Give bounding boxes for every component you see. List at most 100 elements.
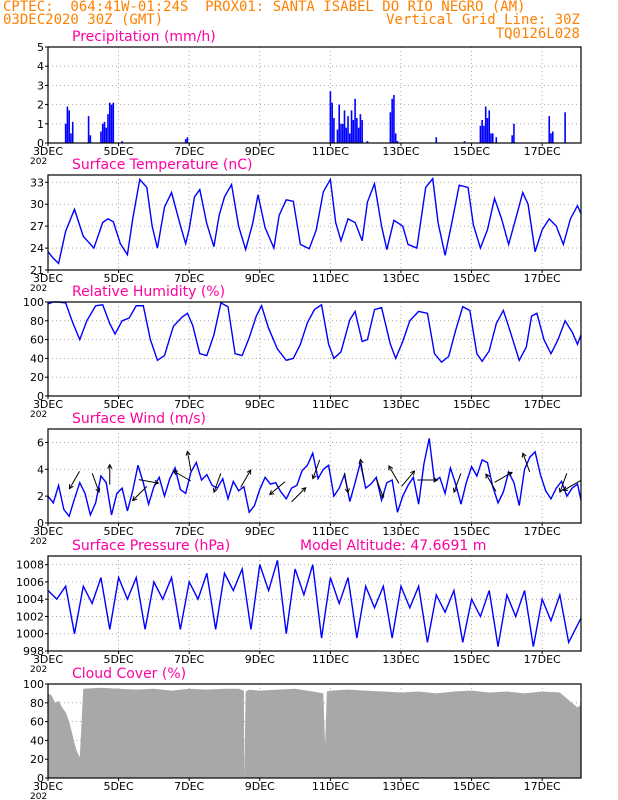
x-tick-label: 7DEC [174, 525, 204, 538]
wind-arrow-head [107, 463, 113, 469]
x-tick-label: 3DEC [33, 272, 63, 285]
panel-title: Precipitation (mm/h) [72, 29, 216, 45]
wind-arrow [91, 473, 101, 494]
x-tick-label: 7DEC [174, 145, 204, 158]
wind-arrow-head [379, 492, 385, 499]
precip-bar [495, 137, 498, 143]
wind-arrow-head [452, 487, 458, 494]
precip-bar [108, 102, 111, 143]
x-tick-label: 3DEC [33, 525, 63, 538]
wind-arrow-shaft [186, 451, 192, 472]
precip-bar [89, 135, 92, 143]
x-year-label: 202 [30, 410, 47, 420]
wind-arrow-head [95, 487, 101, 494]
precip-bar [101, 123, 104, 143]
precip-bar [389, 112, 392, 143]
header-date: 03DEC2020 30Z (GMT) [3, 12, 164, 28]
y-tick-label: 4 [37, 60, 44, 73]
x-tick-label: 11DEC [312, 780, 349, 793]
wind-arrow-shaft [269, 481, 286, 495]
x-tick-label: 15DEC [453, 653, 490, 666]
panel-frame [47, 428, 582, 524]
precip-bar [68, 110, 70, 143]
x-tick-label: 13DEC [382, 653, 419, 666]
precip-bar [343, 110, 346, 143]
precip-bar [71, 121, 74, 143]
x-tick-label: 11DEC [312, 145, 349, 158]
wind-arrow [558, 473, 568, 494]
x-year-label: 202 [30, 537, 47, 547]
precip-bar [391, 98, 393, 143]
precip-bar [103, 121, 106, 143]
precip-bar [107, 114, 109, 143]
y-tick-label: 1000 [16, 628, 44, 641]
precip-bar [394, 133, 397, 143]
x-tick-label: 9DEC [245, 145, 275, 158]
wind-arrow-head [268, 490, 275, 496]
y-tick-label: 40 [30, 352, 44, 365]
x-tick-label: 3DEC [33, 653, 63, 666]
y-tick-label: 5 [37, 41, 44, 54]
precip-bar [393, 95, 395, 143]
y-tick-label: 1 [37, 118, 44, 131]
y-tick-label: 100 [23, 678, 44, 691]
precip-bar [66, 106, 69, 143]
x-tick-label: 5DEC [104, 525, 134, 538]
precip-bar [488, 110, 491, 143]
wind-arrow-shaft [453, 473, 462, 493]
y-tick-label: 6 [37, 436, 44, 449]
wind-arrow [212, 473, 222, 494]
x-tick-label: 7DEC [174, 272, 204, 285]
x-tick-label: 15DEC [453, 398, 490, 411]
y-tick-label: 33 [30, 176, 44, 189]
header-station-line: CPTEC: 064:41W-01:24S PROX01: SANTA ISAB… [3, 0, 526, 15]
x-tick-label: 13DEC [382, 398, 419, 411]
x-tick-label: 7DEC [174, 653, 204, 666]
wind-arrow [131, 486, 148, 502]
wind-arrow-shaft [69, 471, 80, 489]
x-tick-label: 7DEC [174, 780, 204, 793]
cloud-cover-area [48, 687, 581, 778]
y-tick-label: 4 [37, 463, 44, 476]
precip-bar [490, 133, 492, 143]
x-tick-label: 3DEC [33, 780, 63, 793]
precip-bar [340, 123, 342, 143]
wind-arrow [138, 479, 160, 486]
x-year-label: 202 [30, 157, 47, 167]
wind-arrow [375, 478, 385, 499]
wind-arrow [240, 469, 252, 488]
precip-bar [481, 119, 483, 143]
x-tick-label: 3DEC [33, 398, 63, 411]
wind-arrow-head [246, 469, 252, 475]
series-line [47, 301, 582, 364]
x-tick-label: 15DEC [453, 780, 490, 793]
x-tick-label: 5DEC [104, 653, 134, 666]
precip-bar [483, 125, 485, 143]
x-tick-label: 9DEC [245, 525, 275, 538]
wind-arrow-head [154, 479, 160, 486]
wind-arrow [417, 477, 439, 483]
y-tick-label: 1002 [16, 610, 44, 623]
y-tick-label: 27 [30, 220, 44, 233]
precip-bar [550, 133, 552, 143]
precip-bar [511, 135, 513, 143]
precip-bar [336, 129, 339, 143]
x-tick-label: 17DEC [524, 145, 561, 158]
wind-arrow [344, 472, 350, 494]
x-tick-label: 3DEC [33, 145, 63, 158]
y-tick-label: 100 [23, 296, 44, 309]
wind-arrow-shaft [138, 479, 159, 484]
wind-arrow-shaft [312, 459, 321, 479]
wind-arrow-shaft [485, 473, 497, 492]
wind-arrow-shaft [359, 459, 365, 480]
y-tick-label: 80 [30, 697, 44, 710]
precip-bar [112, 102, 115, 143]
y-tick-label: 3 [37, 79, 44, 92]
y-tick-label: 2 [37, 490, 44, 503]
wind-arrow-shaft [344, 472, 349, 493]
precip-bar [184, 139, 187, 143]
x-tick-label: 17DEC [524, 398, 561, 411]
wind-arrow-head [172, 470, 178, 476]
precip-bar [366, 141, 369, 143]
precip-bar [347, 116, 349, 143]
